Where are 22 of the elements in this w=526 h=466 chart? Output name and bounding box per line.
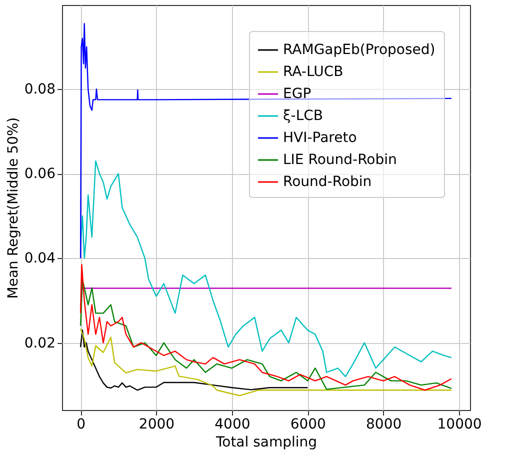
x-tick-label: 0 bbox=[76, 416, 86, 432]
line-series bbox=[80, 330, 308, 391]
x-tick-label: 4000 bbox=[214, 416, 250, 432]
legend-label: RAMGapEb(Proposed) bbox=[283, 42, 436, 58]
legend-label: EGP bbox=[283, 86, 312, 102]
y-tick-label: 0.04 bbox=[24, 250, 56, 267]
x-axis-title: Total sampling bbox=[214, 434, 318, 450]
y-axis-title: Mean Regret(Middle 50%) bbox=[5, 117, 22, 299]
x-tick-label: 8000 bbox=[366, 416, 402, 432]
x-tick-label: 6000 bbox=[290, 416, 326, 432]
legend-label: HVI-Pareto bbox=[283, 130, 357, 146]
legend-label: RA-LUCB bbox=[283, 64, 344, 80]
line-series bbox=[80, 328, 452, 396]
x-tick-label: 2000 bbox=[138, 416, 175, 432]
x-tick-label: 10000 bbox=[437, 416, 482, 432]
y-tick-label: 0.02 bbox=[24, 335, 56, 352]
legend-label: LIE Round-Robin bbox=[283, 152, 397, 168]
y-tick-label: 0.06 bbox=[24, 166, 56, 182]
y-tick-label: 0.08 bbox=[24, 82, 56, 98]
legend-label: Round-Robin bbox=[283, 174, 372, 190]
line-series bbox=[80, 23, 452, 259]
legend-label: ξ-LCB bbox=[283, 108, 324, 124]
